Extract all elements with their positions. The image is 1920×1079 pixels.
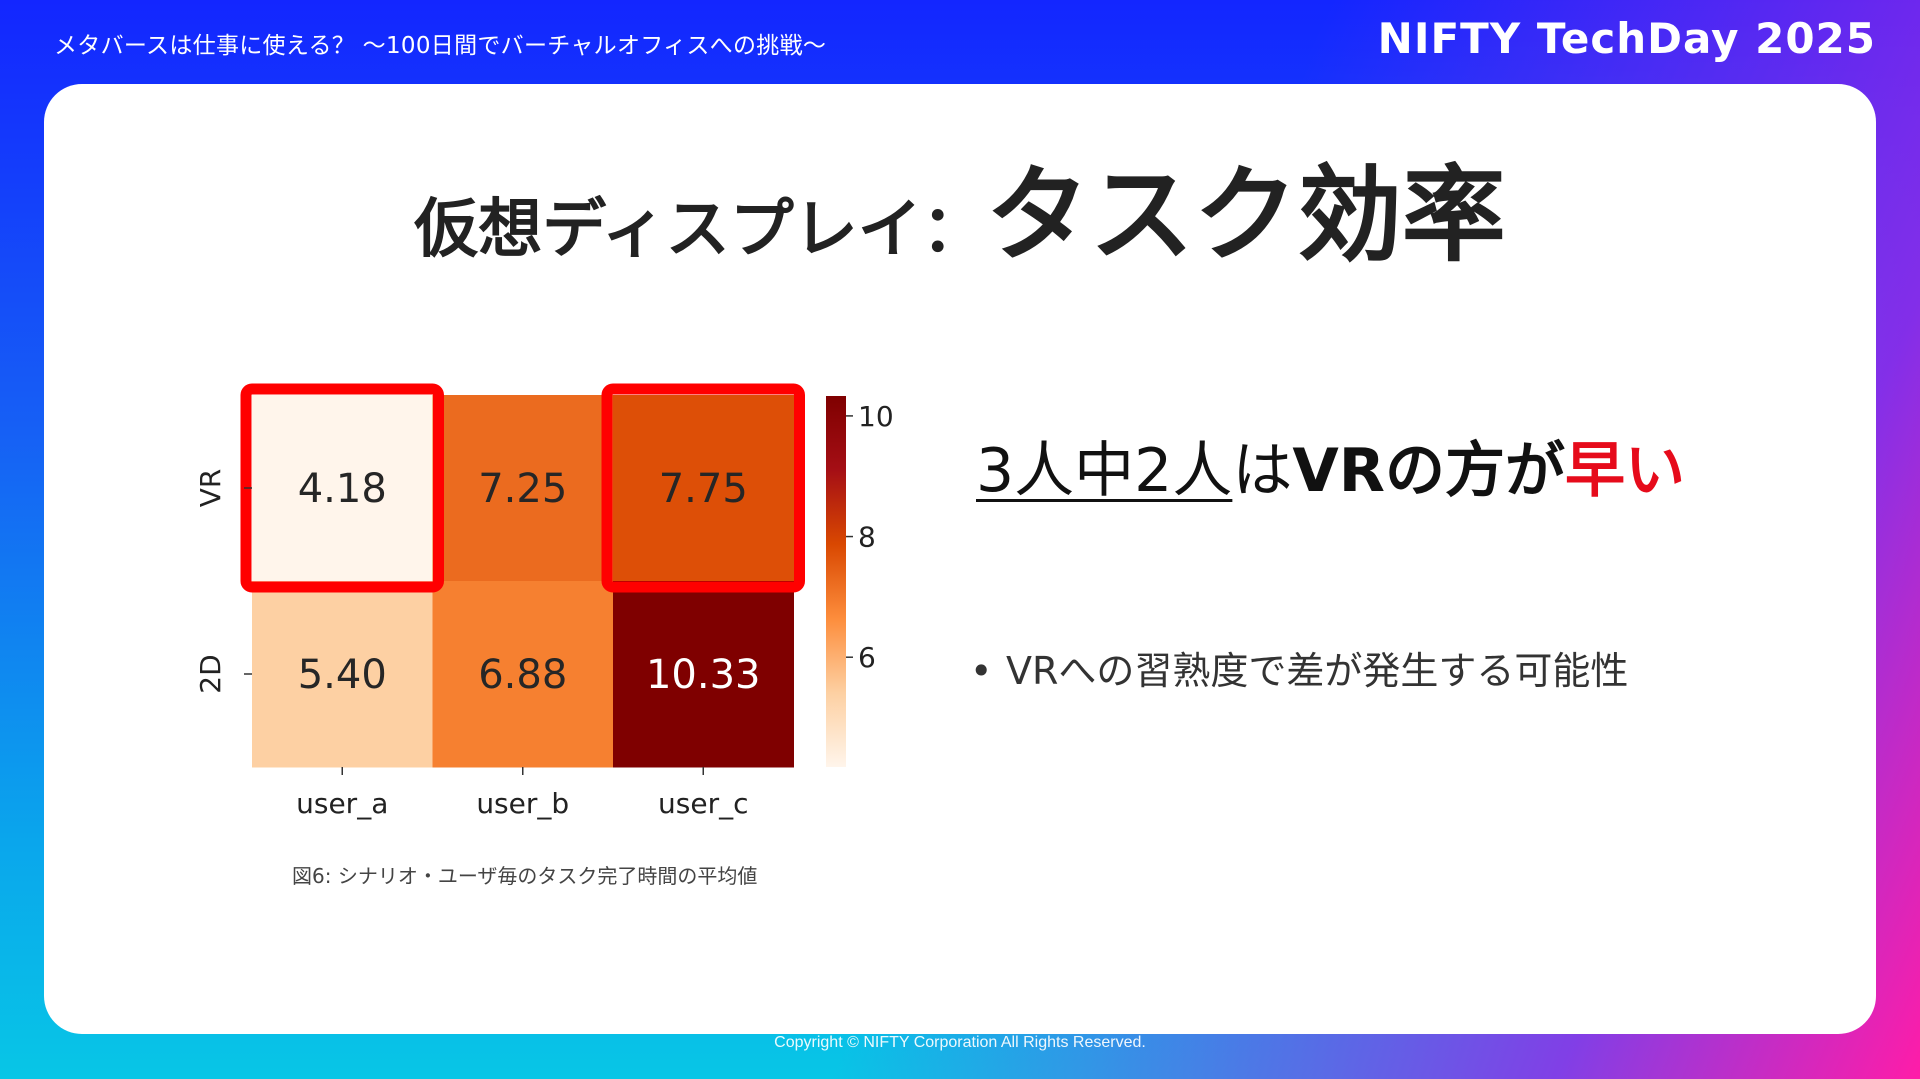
colorbar-tick-label: 8 [858, 521, 876, 554]
x-tick-label: user_a [296, 787, 388, 820]
highlight-frame [601, 383, 805, 593]
heatmap-cell [252, 395, 433, 582]
heatmap-value-label: 7.75 [659, 466, 748, 512]
colorbar [826, 396, 846, 767]
heatmap-value-label: 4.18 [298, 466, 387, 512]
headline-emphasis: 早い [1565, 436, 1685, 506]
chart-caption: 図6: シナリオ・ユーザ毎のタスク完了時間の平均値 [292, 864, 758, 888]
heatmap-cell [432, 581, 614, 768]
y-tick-label: VR [194, 469, 227, 508]
heatmap-cell [613, 581, 794, 768]
slide-title: 仮想ディスプレイ：タスク効率 [0, 130, 1920, 281]
footer-copyright: Copyright © NIFTY Corporation All Rights… [774, 1034, 1146, 1051]
heatmap-value-label: 10.33 [646, 652, 761, 698]
bullet-text: VRへの習熟度で差が発生する可能性 [1006, 649, 1629, 693]
findings-headline: 3人中2人はVRの方が早い [976, 438, 1685, 504]
headline-subject: VRの方が [1292, 436, 1565, 506]
slide-title-main: タスク効率 [985, 154, 1506, 276]
colorbar-tick-label: 6 [858, 641, 876, 674]
heatmap-value-label: 7.25 [478, 466, 567, 512]
headline-particle: は [1232, 436, 1293, 506]
heatmap-value-label: 5.40 [298, 652, 387, 698]
brand-logo: NIFTY TechDay 2025 [1377, 14, 1876, 63]
headline-count: 3人中2人 [976, 436, 1233, 506]
heatmap-cell [252, 581, 433, 768]
x-tick-label: user_b [476, 787, 569, 820]
topbar-title: メタバースは仕事に使える？ 〜100日間でバーチャルオフィスへの挑戦〜 [54, 33, 827, 59]
slide-title-lead: 仮想ディスプレイ： [414, 193, 986, 267]
y-tick-label: 2D [194, 654, 227, 693]
bullet-marker: • [970, 649, 993, 693]
x-tick-label: user_c [658, 787, 748, 820]
heatmap-cell [432, 395, 614, 582]
findings-bullet: • VRへの習熟度で差が発生する可能性 [970, 640, 1628, 695]
heatmap-cell [613, 395, 794, 582]
heatmap-value-label: 6.88 [478, 652, 567, 698]
colorbar-tick-label: 10 [858, 400, 894, 433]
